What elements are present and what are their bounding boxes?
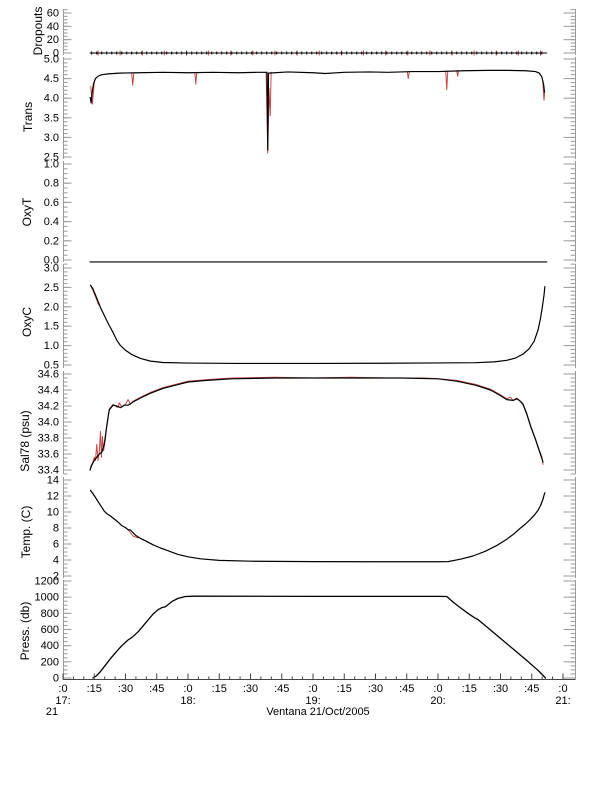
x-hour-label: 21: — [555, 695, 570, 707]
x-tick-label: :0 — [308, 683, 317, 695]
y-axis-title-dropouts: Dropouts — [31, 6, 45, 56]
y-tick-label-dropouts: 60 — [47, 8, 59, 20]
x-tick-label: :45 — [399, 683, 414, 695]
x-hour-label: 20: — [430, 695, 445, 707]
y-tick-label-sal78: 34.0 — [38, 417, 59, 429]
y-tick-label-press: 1000 — [35, 592, 59, 604]
y-tick-label-trans: 3.0 — [44, 132, 59, 144]
y-tick-label-oxyc: 1.0 — [44, 340, 59, 352]
y-tick-label-sal78: 33.6 — [38, 449, 59, 461]
y-tick-label-oxyt: 0.6 — [44, 197, 59, 209]
y-tick-label-trans: 2.5 — [44, 152, 59, 164]
y-tick-label-dropouts: 0 — [53, 48, 59, 60]
y-tick-label-oxyt: 0.4 — [44, 216, 59, 228]
x-tick-label: :45 — [524, 683, 539, 695]
y-tick-label-sal78: 34.2 — [38, 401, 59, 413]
series-trans-noise — [456, 70, 459, 77]
x-tick-label: :45 — [149, 683, 164, 695]
x-axis-day-label: 21 — [45, 706, 59, 718]
y-tick-label-temp: 12 — [47, 491, 59, 503]
y-tick-label-temp: 4 — [53, 555, 59, 567]
series-temp-noise — [127, 529, 139, 539]
x-tick-label: :15 — [462, 683, 477, 695]
y-tick-label-oxyc: 0.5 — [44, 360, 59, 372]
x-tick-label: :30 — [368, 683, 383, 695]
series-trans-noise — [131, 73, 135, 86]
series-trans-noise — [445, 70, 449, 91]
y-tick-label-oxyc: 3.0 — [44, 263, 59, 275]
y-tick-label-trans: 3.5 — [44, 112, 59, 124]
y-tick-label-press: 400 — [41, 640, 59, 652]
series-trans-noise — [194, 72, 198, 85]
x-tick-label: :0 — [58, 683, 67, 695]
x-tick-label: :0 — [558, 683, 567, 695]
x-hour-label: 19: — [305, 695, 320, 707]
y-axis-title-oxyc: OxyC — [20, 307, 34, 337]
y-tick-label-trans: 5.0 — [44, 54, 59, 66]
y-tick-label-oxyt: 0.2 — [44, 235, 59, 247]
y-tick-label-oxyt: 0.0 — [44, 255, 59, 267]
y-tick-label-temp: 14 — [47, 475, 59, 487]
series-trans-line — [89, 69, 546, 151]
series-oxyc-noise — [90, 286, 100, 306]
y-tick-label-oxyc: 2.0 — [44, 301, 59, 313]
y-tick-label-press: 800 — [41, 608, 59, 620]
y-axis-title-temp: Temp. (C) — [19, 505, 33, 559]
x-hour-label: 18: — [180, 695, 195, 707]
y-axis-title-press: Press. (db) — [18, 601, 32, 661]
y-tick-label-press: 0 — [53, 673, 59, 685]
x-tick-label: :30 — [493, 683, 508, 695]
y-tick-label-press: 200 — [41, 656, 59, 668]
y-tick-label-sal78: 34.6 — [38, 369, 59, 381]
y-tick-label-sal78: 33.4 — [38, 465, 59, 477]
y-tick-label-press: 1200 — [35, 576, 59, 588]
y-tick-label-oxyc: 1.5 — [44, 321, 59, 333]
x-tick-label: :15 — [87, 683, 102, 695]
x-tick-label: :15 — [212, 683, 227, 695]
y-tick-label-dropouts: 40 — [47, 21, 59, 33]
x-tick-label: :30 — [243, 683, 258, 695]
plot-title: Ventana 21/Oct/2005 — [266, 706, 370, 718]
series-trans-noise — [90, 82, 95, 105]
y-tick-label-dropouts: 20 — [47, 34, 59, 46]
x-tick-label: :0 — [183, 683, 192, 695]
y-axis-title-sal78: Sal78 (psu) — [18, 410, 32, 472]
y-tick-label-press: 600 — [41, 624, 59, 636]
x-hour-label: 17: — [55, 695, 70, 707]
y-tick-label-trans: 4.5 — [44, 73, 59, 85]
y-tick-label-trans: 4.0 — [44, 93, 59, 105]
series-trans-noise — [406, 71, 410, 80]
y-tick-label-oxyt: 0.8 — [44, 178, 59, 190]
series-temp-line — [89, 489, 546, 563]
y-tick-label-sal78: 33.8 — [38, 433, 59, 445]
y-tick-label-oxyt: 1.0 — [44, 159, 59, 171]
x-tick-label: :0 — [433, 683, 442, 695]
series-press-line — [92, 595, 547, 679]
y-tick-label-temp: 6 — [53, 539, 59, 551]
y-tick-label-temp: 10 — [47, 507, 59, 519]
x-tick-label: :15 — [337, 683, 352, 695]
y-axis-title-trans: Trans — [21, 101, 35, 133]
series-sal-line — [89, 377, 544, 471]
y-tick-label-sal78: 34.4 — [38, 385, 59, 397]
x-tick-label: :30 — [118, 683, 133, 695]
series-trans-noise — [542, 80, 546, 101]
y-axis-title-oxyt: OxyT — [20, 197, 34, 227]
y-tick-label-temp: 2 — [53, 571, 59, 583]
y-tick-label-temp: 8 — [53, 523, 59, 535]
x-tick-label: :45 — [274, 683, 289, 695]
series-oxyc-line — [89, 284, 546, 365]
y-tick-label-oxyc: 2.5 — [44, 282, 59, 294]
